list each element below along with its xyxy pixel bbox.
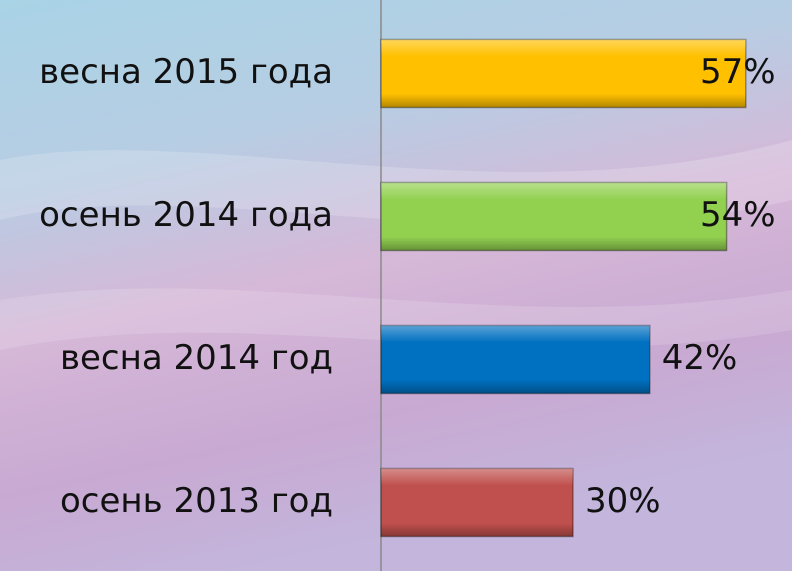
category-label: весна 2014 год [60, 338, 333, 378]
bar-shine [381, 182, 727, 251]
value-label: 57% [700, 52, 776, 92]
value-label: 30% [585, 481, 661, 521]
category-label: весна 2015 года [39, 52, 333, 92]
category-label: осень 2013 год [60, 481, 333, 521]
bar-shine [381, 325, 650, 394]
value-label: 54% [700, 195, 776, 235]
bar-shine [381, 468, 573, 537]
category-label: осень 2014 года [39, 195, 333, 235]
bar-shine [381, 39, 746, 108]
value-label: 42% [662, 338, 738, 378]
